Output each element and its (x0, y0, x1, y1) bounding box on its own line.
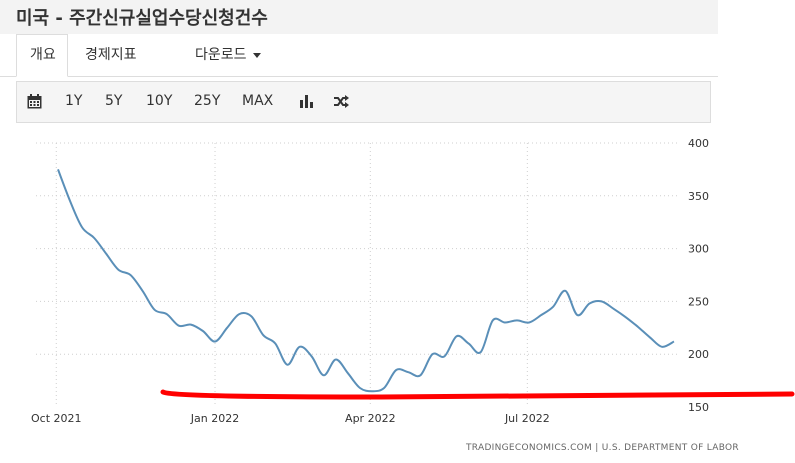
y-tick-label: 300 (688, 243, 709, 256)
shuffle-icon[interactable] (333, 94, 350, 113)
x-tick-label: Oct 2021 (31, 412, 82, 425)
red-annotation-line (160, 389, 795, 400)
page-title: 미국 - 주간신규실업수당신청건수 (16, 8, 268, 29)
x-tick-label: Jul 2022 (504, 412, 550, 425)
chart-toolbar: 1Y 5Y 10Y 25Y MAX (16, 81, 711, 123)
x-tick-label: Apr 2022 (345, 412, 396, 425)
download-label: 다운로드 (195, 47, 247, 63)
tab-overview-label[interactable]: 개요 (30, 47, 56, 63)
range-1y-button[interactable]: 1Y (65, 93, 83, 109)
y-tick-label: 400 (688, 137, 709, 150)
y-tick-label: 150 (688, 401, 709, 414)
x-tick-label: Jan 2022 (190, 412, 239, 425)
tab-indicators[interactable]: 경제지표 (85, 47, 137, 63)
range-max-button[interactable]: MAX (242, 93, 274, 109)
chart-area: 150 200 250 300 350 400 Oct 2021 Jan 2022 Apr 2… (31, 137, 795, 425)
y-axis-ticks: 150 200 250 300 350 400 (688, 137, 709, 414)
range-25y-button[interactable]: 25Y (194, 93, 221, 109)
series-line (57, 169, 675, 393)
bar-chart-icon[interactable] (299, 94, 314, 113)
tab-overview-highlight (16, 34, 68, 77)
tab-download[interactable]: 다운로드 (195, 44, 261, 64)
y-tick-label: 250 (688, 295, 709, 308)
tab-bar: 개요 경제지표 다운로드 (0, 34, 718, 77)
y-tick-label: 350 (688, 190, 709, 203)
x-axis-ticks: Oct 2021 Jan 2022 Apr 2022 Jul 2022 (31, 412, 550, 425)
caret-down-icon (252, 52, 261, 58)
source-credit: TRADINGECONOMICS.COM | U.S. DEPARTMENT O… (466, 443, 739, 453)
range-5y-button[interactable]: 5Y (105, 93, 123, 109)
y-tick-label: 200 (688, 348, 709, 361)
calendar-icon[interactable] (27, 94, 42, 113)
title-bar: 미국 - 주간신규실업수당신청건수 (0, 0, 718, 34)
grid-lines (36, 142, 680, 407)
range-10y-button[interactable]: 10Y (146, 93, 173, 109)
